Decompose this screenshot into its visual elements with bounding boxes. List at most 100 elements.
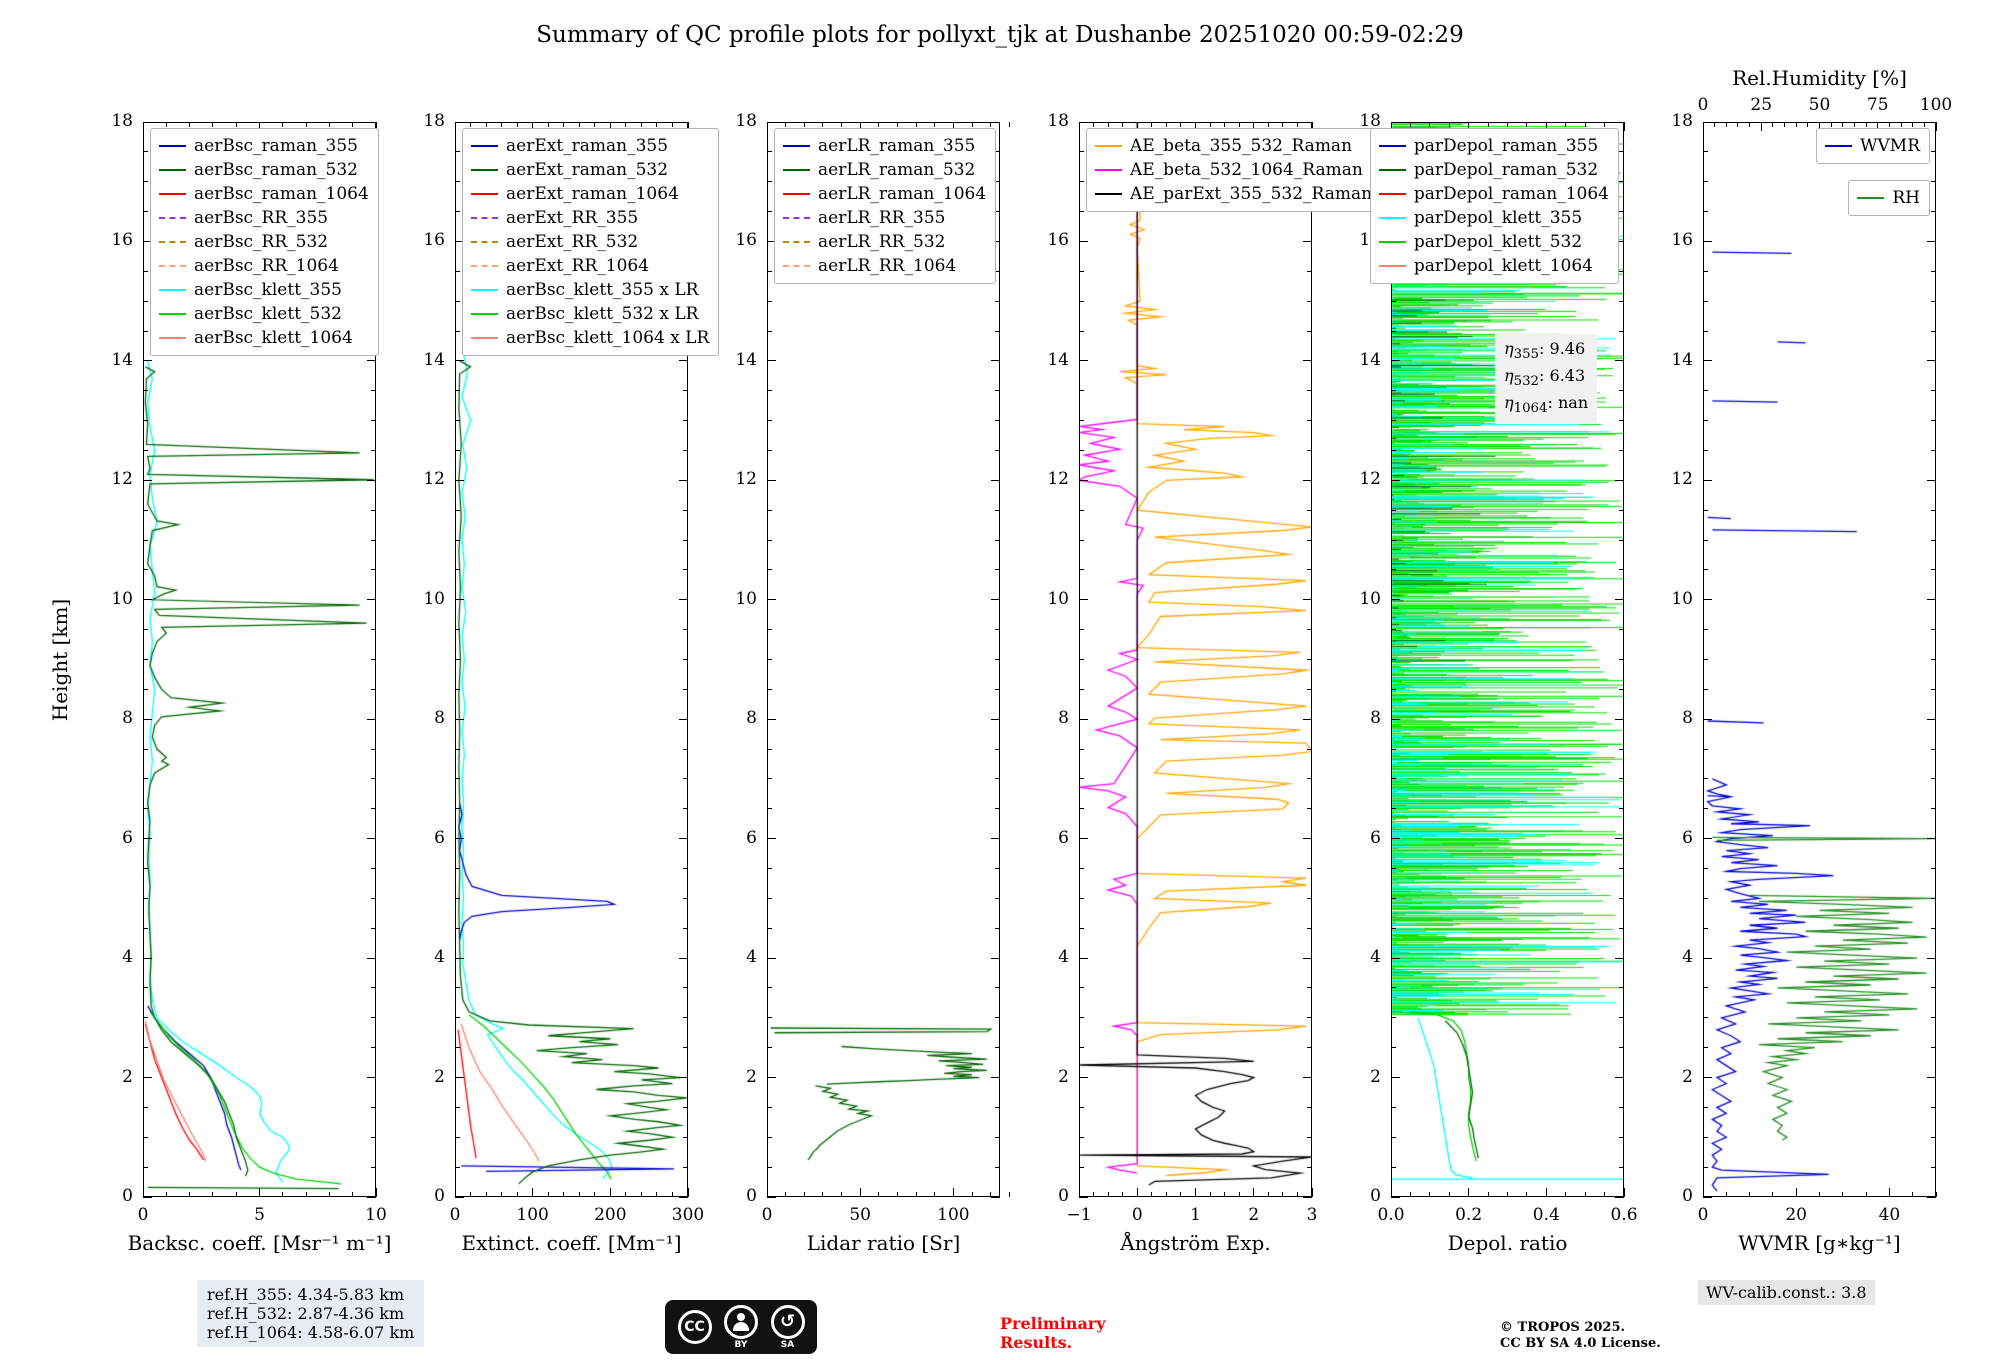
- tick-mark: [455, 420, 460, 422]
- tick-mark: [1619, 718, 1624, 720]
- tick-mark: [143, 1077, 148, 1079]
- tick-mark: [212, 1192, 214, 1197]
- tick-mark: [143, 688, 148, 690]
- legend-item-label: aerLR_RR_355: [818, 208, 946, 228]
- x-axis-label-depol: Depol. ratio: [1447, 1231, 1568, 1255]
- tick-mark: [1931, 479, 1936, 481]
- tick-mark: [915, 122, 917, 127]
- tick-mark: [1391, 1166, 1396, 1168]
- tick-mark: [1224, 1192, 1226, 1197]
- tick-mark: [767, 151, 772, 153]
- tick-mark: [516, 1192, 518, 1197]
- tick-mark: [878, 1192, 880, 1197]
- tick-mark: [766, 1192, 768, 1197]
- tick-mark: [1702, 1192, 1704, 1197]
- tick-mark: [455, 629, 460, 631]
- y-tick-label: 18: [423, 111, 445, 131]
- tick-mark: [1703, 240, 1708, 242]
- tick-mark: [1772, 1192, 1774, 1197]
- legend-angstrom: AE_beta_355_532_Raman AE_beta_532_1064_Ra…: [1086, 128, 1383, 212]
- legend-item-label: aerBsc_klett_1064: [194, 328, 353, 348]
- copyright-note: © TROPOS 2025. CC BY SA 4.0 License.: [1500, 1320, 1661, 1352]
- tick-mark: [990, 1192, 992, 1197]
- tick-mark: [1703, 539, 1708, 541]
- tick-mark: [1307, 330, 1312, 332]
- y-tick-label: 2: [1370, 1066, 1381, 1087]
- legend-line-sample: [1095, 145, 1122, 147]
- y-tick-label: 2: [1682, 1066, 1693, 1087]
- tick-mark: [1195, 122, 1196, 127]
- tick-mark: [1703, 420, 1708, 422]
- legend-line-sample: [471, 193, 498, 195]
- y-tick-label: 18: [111, 111, 133, 131]
- cc-sa-label: SA: [780, 1339, 795, 1350]
- tick-mark: [952, 1192, 954, 1197]
- legend-item: aerBsc_RR_1064: [159, 254, 369, 278]
- tick-mark: [995, 659, 1000, 660]
- tick-mark: [1391, 1017, 1396, 1019]
- tick-mark: [1703, 569, 1708, 571]
- tick-mark: [1931, 360, 1936, 362]
- tick-mark: [767, 957, 772, 959]
- tick-mark: [859, 122, 861, 127]
- tick-mark: [767, 987, 772, 989]
- tick-mark: [683, 599, 688, 601]
- tick-mark: [1619, 957, 1624, 959]
- tick-mark: [1079, 838, 1084, 840]
- tick-mark: [1311, 1192, 1313, 1197]
- tick-mark: [1931, 390, 1936, 392]
- tick-mark: [1584, 122, 1586, 127]
- tick-mark: [683, 957, 688, 959]
- tick-mark: [142, 122, 144, 127]
- y-axis-label: Height [km]: [48, 598, 72, 721]
- tick-mark: [1079, 539, 1084, 541]
- tick-mark: [1703, 181, 1708, 183]
- tick-mark: [1703, 1106, 1708, 1108]
- y-tick-label: 14: [423, 349, 445, 370]
- tick-mark: [767, 778, 772, 780]
- tick-mark: [1737, 122, 1739, 127]
- legend-item: parDepol_klett_355: [1378, 206, 1609, 230]
- tick-mark: [455, 718, 460, 720]
- x-tick-label: 0.6: [1610, 1205, 1638, 1225]
- tick-mark: [371, 1166, 376, 1168]
- legend-item: parDepol_raman_355: [1378, 134, 1609, 158]
- tick-mark: [1391, 688, 1396, 690]
- tick-mark: [371, 569, 376, 571]
- legend-line-sample: [471, 289, 498, 291]
- legend-line-sample: [783, 145, 810, 147]
- tick-mark: [1391, 479, 1396, 481]
- tick-mark: [1008, 1192, 1010, 1197]
- tick-mark: [1931, 1106, 1936, 1108]
- tick-mark: [235, 1192, 237, 1197]
- legend-item-label: aerLR_RR_1064: [818, 256, 957, 276]
- tick-mark: [1714, 122, 1716, 127]
- tick-mark: [1307, 629, 1312, 631]
- tick-mark: [934, 122, 936, 127]
- tick-mark: [683, 121, 688, 123]
- tick-mark: [1619, 181, 1624, 183]
- ref-h-355-text: ref.H_355: 4.34-5.83 km: [207, 1285, 405, 1304]
- tick-mark: [1391, 300, 1396, 302]
- tick-mark: [143, 151, 148, 153]
- tick-mark: [371, 808, 376, 810]
- tick-mark: [1391, 1077, 1396, 1079]
- tick-mark: [1391, 449, 1396, 451]
- y-tick-label: 2: [122, 1066, 133, 1087]
- tick-mark: [656, 122, 658, 127]
- legend-rh: RH: [1848, 180, 1930, 216]
- y-tick-label: 2: [746, 1066, 757, 1087]
- tick-mark: [1307, 270, 1312, 272]
- tick-mark: [1224, 122, 1226, 127]
- tick-mark: [767, 479, 772, 481]
- tick-mark: [1931, 539, 1936, 541]
- tick-mark: [143, 330, 148, 332]
- tick-mark: [143, 778, 148, 780]
- tick-mark: [1619, 927, 1624, 929]
- tick-mark: [455, 211, 460, 213]
- tick-mark: [766, 122, 768, 127]
- y-tick-label: 6: [122, 827, 133, 848]
- legend-item: aerBsc_raman_1064: [159, 182, 369, 206]
- y-tick-label: 8: [1682, 708, 1693, 729]
- tick-mark: [995, 151, 1000, 153]
